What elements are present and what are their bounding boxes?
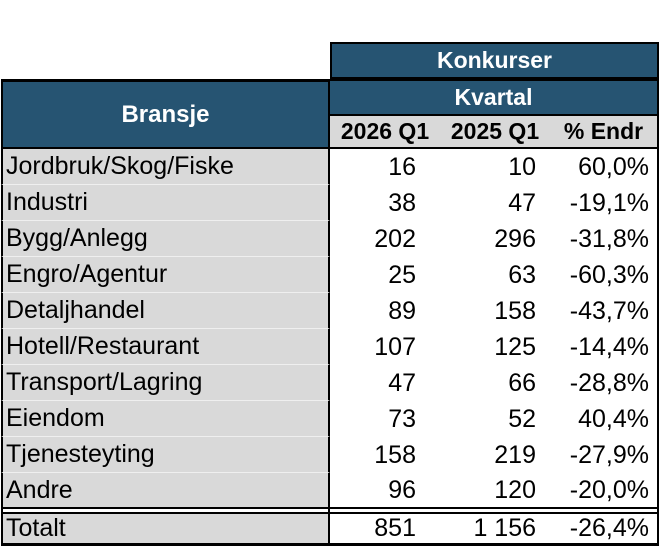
value-2026-q1-cell: 16 — [388, 152, 416, 181]
bransje-cell: Tjenesteyting — [1, 437, 330, 473]
value-pct-endr-cell: -14,4% — [569, 332, 649, 361]
row-values: 16 10 60,0% — [330, 149, 659, 185]
bransje-cell: Transport/Lagring — [1, 365, 330, 401]
row-values: 38 47 -19,1% — [330, 185, 659, 221]
table-row: Engro/Agentur 25 63 -60,3% — [1, 257, 659, 293]
value-2025-q1-cell: 219 — [494, 440, 536, 469]
table-row: Detaljhandel 89 158 -43,7% — [1, 293, 659, 329]
value-pct-endr-cell: -28,8% — [569, 368, 649, 397]
value-pct-endr-cell: -43,7% — [569, 296, 649, 325]
table-row: Industri 38 47 -19,1% — [1, 185, 659, 221]
value-pct-endr-cell: 60,0% — [578, 152, 649, 181]
value-2025-q1-cell: 47 — [508, 188, 536, 217]
title-row-spacer — [1, 42, 330, 79]
value-pct-endr-cell: -19,1% — [569, 188, 649, 217]
value-2026-q1-cell: 25 — [388, 260, 416, 289]
row-values: 96 120 -20,0% — [330, 473, 659, 509]
total-divider — [1, 509, 659, 512]
value-2026-q1-cell: 96 — [388, 475, 416, 504]
table-row: Andre 96 120 -20,0% — [1, 473, 659, 509]
total-row: Totalt 851 1 156 -26,4% — [1, 512, 659, 546]
value-2025-q1-cell: 296 — [494, 224, 536, 253]
value-pct-endr-cell: -60,3% — [569, 260, 649, 289]
row-values: 89 158 -43,7% — [330, 293, 659, 329]
value-2025-q1-cell: 120 — [494, 475, 536, 504]
value-2025-q1-cell: 63 — [508, 260, 536, 289]
value-2026-q1-cell: 89 — [388, 296, 416, 325]
total-2025-q1-cell: 1 156 — [473, 514, 536, 542]
subheader-kvartal: Kvartal — [330, 79, 659, 114]
row-values: 158 219 -27,9% — [330, 437, 659, 473]
bransje-cell: Andre — [1, 473, 330, 509]
value-2025-q1-cell: 66 — [508, 368, 536, 397]
table-title-konkurser: Konkurser — [330, 42, 659, 79]
value-2026-q1-cell: 47 — [388, 368, 416, 397]
bransje-cell: Eiendom — [1, 401, 330, 437]
value-pct-endr-cell: 40,4% — [578, 404, 649, 433]
value-2026-q1-cell: 38 — [388, 188, 416, 217]
table-row: Transport/Lagring 47 66 -28,8% — [1, 365, 659, 401]
row-values: 73 52 40,4% — [330, 401, 659, 437]
value-2025-q1-cell: 52 — [508, 404, 536, 433]
bransje-cell: Jordbruk/Skog/Fiske — [1, 149, 330, 185]
total-2026-q1-cell: 851 — [374, 514, 416, 542]
value-2026-q1-cell: 158 — [374, 440, 416, 469]
konkurser-table: Konkurser Bransje Kvartal 2026 Q1 2025 Q… — [1, 42, 659, 546]
bransje-cell: Detaljhandel — [1, 293, 330, 329]
right-header-block: Kvartal 2026 Q1 2025 Q1 % Endr — [330, 79, 659, 149]
header-row: Bransje Kvartal 2026 Q1 2025 Q1 % Endr — [1, 79, 659, 149]
table-row: Jordbruk/Skog/Fiske 16 10 60,0% — [1, 149, 659, 185]
column-header-bransje: Bransje — [1, 79, 330, 149]
total-label-cell: Totalt — [1, 512, 330, 546]
value-2026-q1-cell: 107 — [374, 332, 416, 361]
column-header-2026-q1: 2026 Q1 — [340, 118, 430, 144]
bransje-cell: Industri — [1, 185, 330, 221]
value-pct-endr-cell: -27,9% — [569, 440, 649, 469]
row-values: 107 125 -14,4% — [330, 329, 659, 365]
value-2025-q1-cell: 10 — [508, 152, 536, 181]
row-values: 25 63 -60,3% — [330, 257, 659, 293]
column-header-pct-endr: % Endr — [563, 118, 644, 144]
row-values: 47 66 -28,8% — [330, 365, 659, 401]
value-2025-q1-cell: 125 — [494, 332, 536, 361]
table-row: Bygg/Anlegg 202 296 -31,8% — [1, 221, 659, 257]
bransje-cell: Bygg/Anlegg — [1, 221, 330, 257]
table-body: Jordbruk/Skog/Fiske 16 10 60,0% Industri… — [1, 149, 659, 509]
value-2026-q1-cell: 202 — [374, 224, 416, 253]
column-labels-row: 2026 Q1 2025 Q1 % Endr — [330, 114, 659, 149]
value-2025-q1-cell: 158 — [494, 296, 536, 325]
title-row: Konkurser — [1, 42, 659, 79]
column-header-2025-q1: 2025 Q1 — [450, 118, 540, 144]
table-row: Tjenesteyting 158 219 -27,9% — [1, 437, 659, 473]
total-pct-endr-cell: -26,4% — [569, 514, 649, 542]
value-pct-endr-cell: -31,8% — [569, 224, 649, 253]
bransje-cell: Hotell/Restaurant — [1, 329, 330, 365]
value-pct-endr-cell: -20,0% — [569, 475, 649, 504]
row-values: 202 296 -31,8% — [330, 221, 659, 257]
value-2026-q1-cell: 73 — [388, 404, 416, 433]
bransje-cell: Engro/Agentur — [1, 257, 330, 293]
table-row: Hotell/Restaurant 107 125 -14,4% — [1, 329, 659, 365]
total-values: 851 1 156 -26,4% — [330, 512, 659, 546]
table-row: Eiendom 73 52 40,4% — [1, 401, 659, 437]
